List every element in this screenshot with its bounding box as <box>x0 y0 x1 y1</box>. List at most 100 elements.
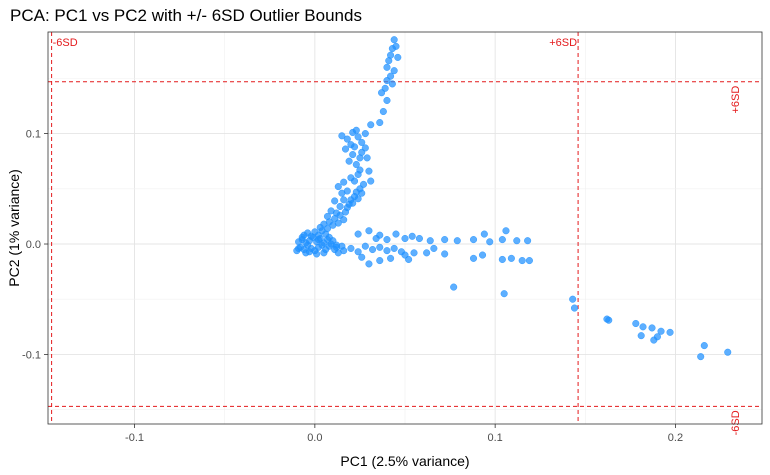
x-tick-label: 0.1 <box>488 432 503 444</box>
data-point <box>340 216 348 224</box>
data-point <box>361 242 369 250</box>
data-point <box>358 138 366 146</box>
data-point <box>657 327 665 335</box>
data-point <box>365 167 373 175</box>
data-point <box>334 219 342 227</box>
data-point <box>376 243 384 251</box>
data-point <box>478 251 487 259</box>
data-point <box>390 244 398 252</box>
data-point <box>359 180 368 188</box>
data-point <box>453 237 461 245</box>
data-point <box>356 166 364 174</box>
data-point <box>354 195 362 203</box>
data-point <box>343 135 351 143</box>
data-point <box>313 250 321 258</box>
data-point <box>376 119 384 127</box>
data-point <box>365 227 373 235</box>
data-point <box>650 336 658 344</box>
data-point <box>498 255 506 264</box>
data-point <box>369 245 377 254</box>
data-point <box>392 42 400 50</box>
data-point <box>666 328 674 336</box>
data-point <box>298 233 306 241</box>
data-point <box>498 236 506 244</box>
data-point <box>323 212 332 220</box>
data-point <box>525 257 533 265</box>
data-point <box>341 145 350 153</box>
data-point <box>648 324 656 332</box>
data-point <box>383 96 391 105</box>
data-point <box>450 283 458 291</box>
data-point <box>358 189 366 197</box>
data-point <box>392 230 400 238</box>
y-tick-label: 0.1 <box>26 129 41 141</box>
data-point <box>340 178 348 186</box>
data-point <box>390 67 398 75</box>
data-point <box>430 244 438 252</box>
data-point <box>524 237 532 245</box>
data-point <box>350 177 359 185</box>
data-point <box>334 249 342 257</box>
data-point <box>354 230 362 238</box>
data-point <box>394 53 402 61</box>
data-point <box>401 234 409 243</box>
data-point <box>378 89 386 97</box>
data-points <box>293 36 732 361</box>
data-point <box>323 225 332 233</box>
pc1-lower-bound-label: -6SD <box>53 37 78 49</box>
data-point <box>697 353 705 361</box>
data-point <box>426 237 434 245</box>
data-point <box>469 254 478 262</box>
data-point <box>507 254 515 262</box>
data-point <box>345 157 353 165</box>
x-tick-label: -0.1 <box>125 432 144 444</box>
data-point <box>383 247 391 255</box>
axes: -0.1 0.0 0.1 0.2 -0.1 0.0 0.1 <box>22 129 683 444</box>
data-point <box>314 236 323 244</box>
data-point <box>500 290 508 298</box>
data-point <box>379 107 387 116</box>
y-tick-label: 0.0 <box>26 239 41 251</box>
data-point <box>486 238 494 246</box>
data-point <box>305 248 313 256</box>
data-point <box>480 230 488 238</box>
data-point <box>354 133 362 141</box>
data-point <box>347 244 355 252</box>
data-point <box>361 130 369 138</box>
data-point <box>387 72 395 80</box>
data-point <box>347 141 355 149</box>
data-point <box>331 197 339 205</box>
x-axis-title: PC1 (2.5% variance) <box>340 453 469 469</box>
pc2-upper-bound-label: +6SD <box>730 86 742 114</box>
data-point <box>408 232 416 240</box>
outlier-bounds: -6SD +6SD +6SD -6SD <box>48 32 762 435</box>
x-tick-label: 0.0 <box>307 432 322 444</box>
data-point <box>338 132 346 140</box>
data-point <box>518 257 526 265</box>
data-point <box>363 154 371 162</box>
data-point <box>349 199 357 207</box>
data-point <box>367 177 375 185</box>
data-point <box>340 196 348 204</box>
data-point <box>338 242 346 250</box>
data-point <box>415 234 423 243</box>
data-point <box>352 160 360 169</box>
data-point <box>632 319 640 328</box>
data-point <box>358 253 366 261</box>
data-point <box>441 250 449 258</box>
data-point <box>334 183 342 191</box>
grid-lines <box>48 32 762 424</box>
data-point <box>570 304 579 312</box>
chart-title: PCA: PC1 vs PC2 with +/- 6SD Outlier Bou… <box>10 6 362 25</box>
data-point <box>320 249 328 257</box>
data-point <box>387 254 395 262</box>
x-tick-label: 0.2 <box>668 432 683 444</box>
data-point <box>410 249 418 257</box>
plot-panel-border <box>47 31 763 425</box>
pc2-lower-bound-label: -6SD <box>730 410 742 435</box>
data-point <box>724 348 732 356</box>
data-point <box>376 257 384 265</box>
data-point <box>405 255 413 264</box>
data-point <box>513 237 521 245</box>
